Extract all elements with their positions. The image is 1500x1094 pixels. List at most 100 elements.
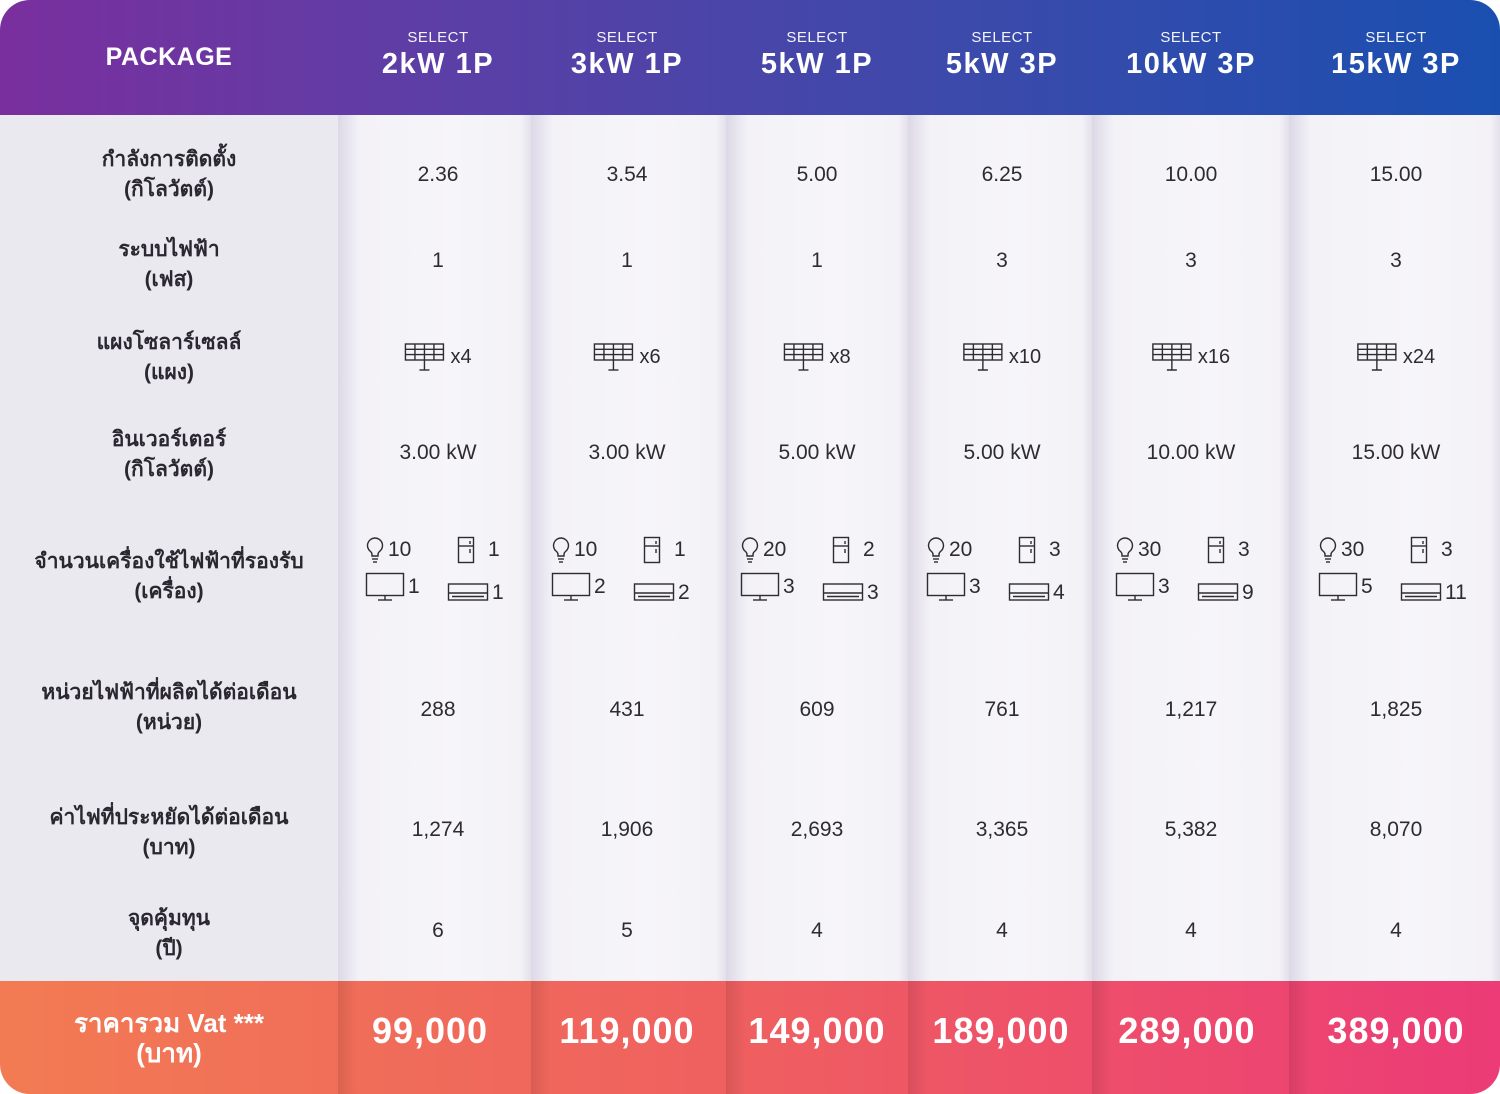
light-bulb-icon xyxy=(1318,536,1338,564)
tv-icon xyxy=(551,572,591,602)
monthly-units-value: 1,825 xyxy=(1369,698,1423,721)
installed-capacity-value: 3.54 xyxy=(606,163,648,186)
inverter-value: 5.00 kW xyxy=(963,441,1041,464)
package-column-6 xyxy=(1289,115,1500,981)
price-value: 149,000 xyxy=(748,1010,886,1051)
air-conditioner-icon xyxy=(447,582,489,602)
light-bulb-icon xyxy=(365,536,385,564)
appliance-count: 1 xyxy=(674,538,686,561)
appliance-count: 2 xyxy=(863,538,875,561)
row-label-appliances: จำนวนเครื่องใช้ไฟฟ้าที่รองรับ (เครื่อง) xyxy=(0,542,338,612)
appliance-count: 2 xyxy=(594,575,606,598)
row-label-inverter: อินเวอร์เตอร์ (กิโลวัตต์) xyxy=(0,420,338,490)
appliance-count: 3 xyxy=(1238,538,1250,561)
appliance-count: 3 xyxy=(1441,538,1453,561)
select-label: SELECT xyxy=(1160,28,1222,46)
monthly-savings-value: 1,906 xyxy=(600,818,654,841)
appliance-bulb: 10 xyxy=(551,536,597,564)
price-label: ราคารวม Vat *** (บาท) xyxy=(0,981,338,1094)
appliances-cell: 20 3 3 4 xyxy=(926,536,1076,616)
appliance-count: 1 xyxy=(408,575,420,598)
electrical-system-value: 1 xyxy=(621,249,633,272)
inverter-value: 5.00 kW xyxy=(778,441,856,464)
solar-panel-icon xyxy=(963,343,1003,371)
row-label-text: จุดคุ้มทุน xyxy=(127,907,211,930)
appliance-count: 30 xyxy=(1341,538,1365,561)
appliance-count: 3 xyxy=(969,575,981,598)
row-label-unit: (ปี) xyxy=(155,937,183,960)
panel-count: x8 xyxy=(829,345,851,368)
row-label-unit: (กิโลวัตต์) xyxy=(124,178,214,201)
monthly-savings-value: 2,693 xyxy=(790,818,844,841)
appliance-fridge: 2 xyxy=(832,536,875,564)
refrigerator-icon xyxy=(1018,536,1036,564)
monthly-units-value: 761 xyxy=(984,698,1020,721)
row-label-installed-capacity: กำลังการติดตั้ง (กิโลวัตต์) xyxy=(0,140,338,210)
appliance-fridge: 1 xyxy=(457,536,500,564)
appliance-bulb: 30 xyxy=(1115,536,1161,564)
row-label-unit: (กิโลวัตต์) xyxy=(124,458,214,481)
panel-count: x16 xyxy=(1197,345,1231,368)
appliance-fridge: 3 xyxy=(1018,536,1061,564)
package-name: 5kW 3P xyxy=(945,47,1059,80)
monthly-savings-value: 5,382 xyxy=(1164,818,1218,841)
solar-panel-icon xyxy=(1357,343,1397,371)
package-select-5kw-1p[interactable]: SELECT 5kW 1P xyxy=(726,0,908,115)
monthly-units-value: 609 xyxy=(799,698,835,721)
panel-count: x24 xyxy=(1402,345,1436,368)
appliance-count: 10 xyxy=(388,538,412,561)
refrigerator-icon xyxy=(643,536,661,564)
package-select-10kw-3p[interactable]: SELECT 10kW 3P xyxy=(1092,0,1290,115)
installed-capacity-value: 15.00 xyxy=(1369,163,1423,186)
solar-panels-cell: x24 xyxy=(1357,342,1435,372)
price-value: 119,000 xyxy=(559,1010,695,1051)
tv-icon xyxy=(1115,572,1155,602)
select-label: SELECT xyxy=(971,28,1033,46)
inverter-value: 3.00 kW xyxy=(399,441,477,464)
price-value: 189,000 xyxy=(932,1010,1070,1051)
electrical-system-value: 3 xyxy=(996,249,1008,272)
row-label-column xyxy=(0,115,338,981)
footer-column-shade xyxy=(531,981,726,1094)
payback-value: 4 xyxy=(996,919,1008,942)
appliance-fridge: 3 xyxy=(1207,536,1250,564)
refrigerator-icon xyxy=(457,536,475,564)
solar-panel-icon xyxy=(783,343,824,371)
solar-panel-icon xyxy=(593,343,634,371)
row-label-unit: (เฟส) xyxy=(144,268,194,291)
solar-panels-cell: x16 xyxy=(1152,342,1230,372)
appliance-tv: 1 xyxy=(365,572,420,602)
solar-panels-cell: x8 xyxy=(783,342,851,372)
package-name: 2kW 1P xyxy=(381,47,495,80)
tv-icon xyxy=(926,572,966,602)
appliance-ac: 1 xyxy=(447,579,504,605)
appliances-cell: 20 2 3 3 xyxy=(740,536,890,616)
panel-count: x6 xyxy=(639,345,661,368)
air-conditioner-icon xyxy=(822,582,864,602)
refrigerator-icon xyxy=(1410,536,1428,564)
installed-capacity-value: 10.00 xyxy=(1164,163,1218,186)
appliances-cell: 30 3 3 9 xyxy=(1115,536,1265,616)
package-select-2kw-1p[interactable]: SELECT 2kW 1P xyxy=(338,0,538,115)
air-conditioner-icon xyxy=(633,582,675,602)
row-label-unit: (บาท) xyxy=(142,836,196,859)
payback-value: 4 xyxy=(811,919,823,942)
package-select-15kw-3p[interactable]: SELECT 15kW 3P xyxy=(1289,0,1500,115)
inverter-value: 15.00 kW xyxy=(1351,441,1441,464)
solar-panels-cell: x4 xyxy=(404,342,472,372)
package-select-3kw-1p[interactable]: SELECT 3kW 1P xyxy=(531,0,723,115)
select-label: SELECT xyxy=(407,28,469,46)
appliances-cell: 10 1 1 1 xyxy=(365,536,515,616)
package-header-label: PACKAGE xyxy=(105,43,233,71)
appliance-count: 4 xyxy=(1053,581,1065,604)
inverter-value: 10.00 kW xyxy=(1146,441,1236,464)
row-label-text: จำนวนเครื่องใช้ไฟฟ้าที่รองรับ xyxy=(34,550,304,573)
monthly-units-value: 1,217 xyxy=(1164,698,1218,721)
appliance-count: 2 xyxy=(678,581,690,604)
package-select-5kw-3p[interactable]: SELECT 5kW 3P xyxy=(908,0,1096,115)
monthly-savings-value: 1,274 xyxy=(411,818,465,841)
appliance-tv: 3 xyxy=(1115,572,1170,602)
appliance-count: 9 xyxy=(1242,581,1254,604)
inverter-value: 3.00 kW xyxy=(588,441,666,464)
